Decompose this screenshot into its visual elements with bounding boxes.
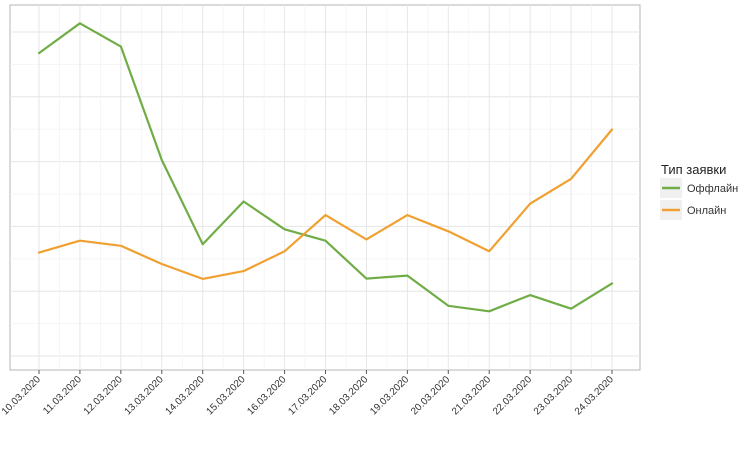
x-tick-label: 23.03.2020: [532, 374, 575, 417]
x-tick-label: 21.03.2020: [450, 374, 493, 417]
legend-items: Оффлайн Онлайн: [660, 178, 738, 220]
series-line-Оффлайн: [37, 22, 614, 313]
legend: Тип заявки Оффлайн Онлайн: [660, 162, 738, 220]
x-tick-label: 18.03.2020: [327, 374, 370, 417]
x-axis-tick-labels: 10.03.202011.03.202012.03.202013.03.2020…: [0, 374, 616, 417]
x-tick-label: 11.03.2020: [41, 374, 84, 417]
legend-title: Тип заявки: [661, 162, 726, 177]
series-lines: [37, 22, 614, 313]
x-tick-label: 16.03.2020: [245, 374, 288, 417]
legend-label: Онлайн: [687, 205, 726, 217]
x-tick-label: 24.03.2020: [573, 374, 616, 417]
x-axis-ticks: [38, 370, 613, 374]
series-line-Онлайн: [37, 128, 614, 280]
x-tick-label: 15.03.2020: [204, 374, 247, 417]
x-tick-label: 17.03.2020: [286, 374, 329, 417]
x-tick-label: 12.03.2020: [82, 374, 125, 417]
x-tick-label: 13.03.2020: [123, 374, 166, 417]
x-tick-label: 22.03.2020: [491, 374, 534, 417]
x-tick-label: 20.03.2020: [409, 374, 452, 417]
x-tick-label: 14.03.2020: [164, 374, 207, 417]
x-tick-label: 10.03.2020: [0, 374, 43, 417]
legend-label: Оффлайн: [687, 183, 738, 195]
grid-lines: [10, 5, 640, 370]
x-tick-label: 19.03.2020: [368, 374, 411, 417]
